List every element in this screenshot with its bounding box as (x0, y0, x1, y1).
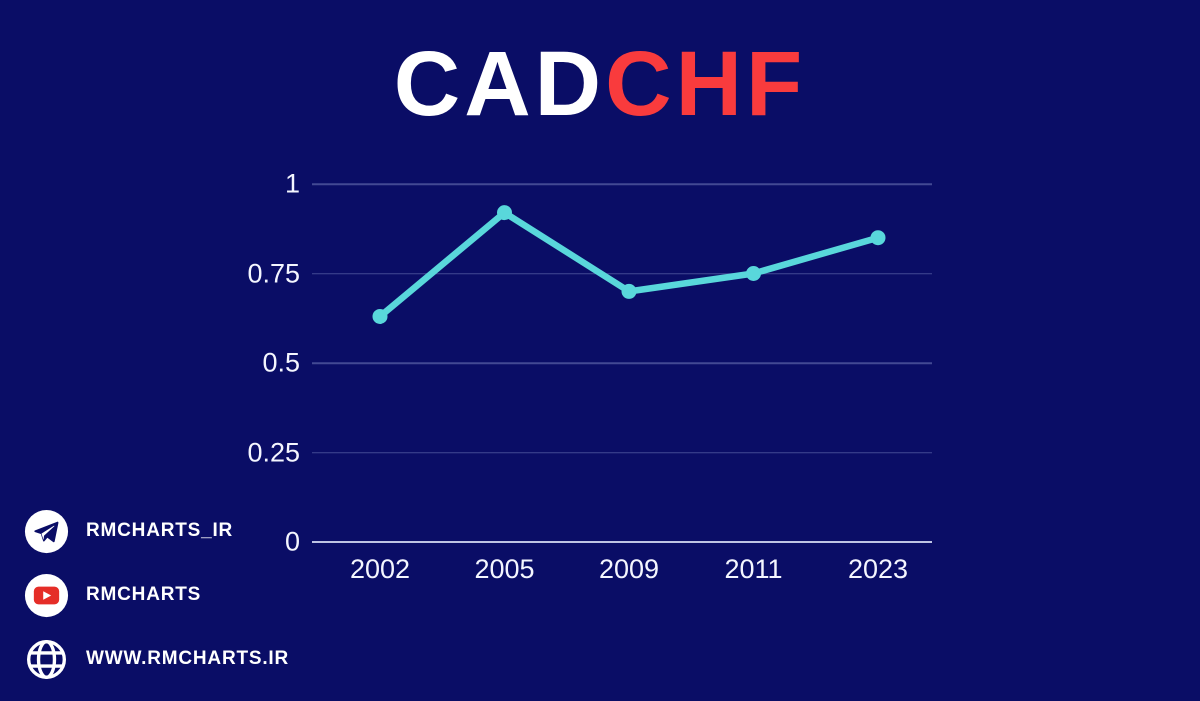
x-tick-label: 2023 (847, 554, 909, 584)
y-tick-label: 0.75 (247, 258, 300, 288)
social-link-label: RMCHARTS (86, 584, 202, 605)
y-tick-label: 0.25 (247, 437, 300, 467)
gridline (312, 362, 932, 364)
data-point (621, 283, 637, 299)
gridline (312, 451, 932, 454)
social-links: RMCHARTS_IR RMCHARTS WWW.RMCHARTS.IR (24, 509, 289, 701)
x-tick-label: 2011 (724, 554, 783, 584)
y-tick-label: 1 (284, 168, 300, 199)
youtube-icon (24, 573, 69, 617)
x-axis-line (312, 541, 932, 543)
data-point (746, 266, 761, 281)
telegram-icon (24, 509, 69, 553)
title-base-currency: CAD (393, 33, 606, 135)
data-point (497, 205, 512, 221)
gridline (312, 272, 932, 275)
y-tick-label: 0 (284, 526, 300, 557)
data-point (372, 308, 388, 324)
x-tick-label: 2005 (474, 554, 535, 584)
y-tick-label: 0.5 (262, 347, 300, 378)
social-link-youtube: RMCHARTS (24, 573, 289, 617)
data-point (870, 230, 886, 246)
line-series (376, 209, 882, 320)
x-tick-label: 2002 (349, 554, 411, 584)
line-chart-plot-area: 1 0.75 0.5 0.25 0 2002 2005 2009 2011 2023 (247, 169, 932, 584)
social-link-label: RMCHARTS_IR (86, 520, 234, 541)
social-link-website: WWW.RMCHARTS.IR (24, 637, 289, 681)
x-tick-label: 2009 (598, 554, 660, 584)
gridline (312, 183, 932, 185)
line-series-svg (372, 205, 886, 324)
social-link-telegram: RMCHARTS_IR (24, 509, 289, 553)
page-title: CADCHF (0, 33, 1200, 135)
title-quote-currency: CHF (605, 33, 807, 135)
globe-icon (27, 639, 66, 679)
social-link-label: WWW.RMCHARTS.IR (86, 648, 290, 669)
